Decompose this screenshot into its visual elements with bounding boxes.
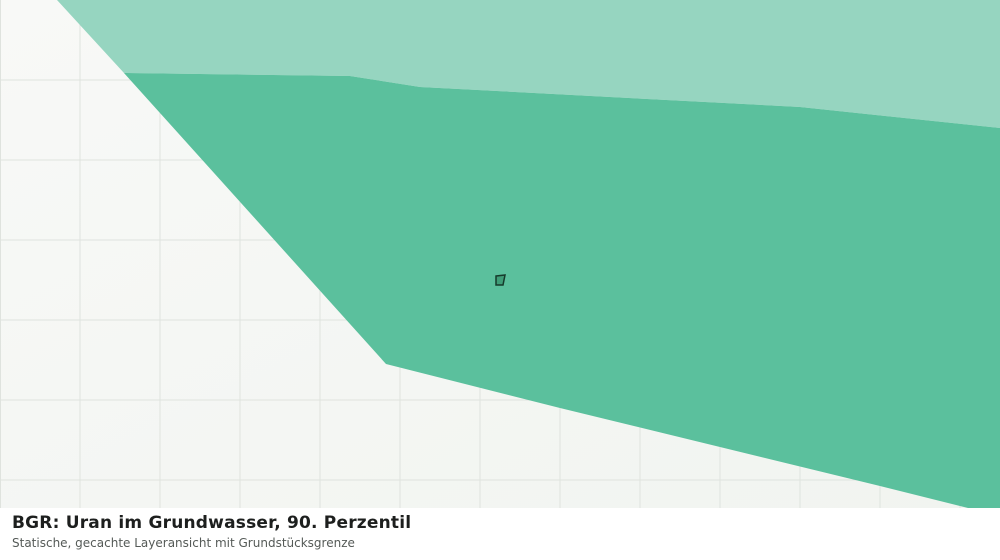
map-subtitle: Statische, gecachte Layeransicht mit Gru…: [12, 536, 355, 550]
map-title: BGR: Uran im Grundwasser, 90. Perzentil: [12, 513, 412, 533]
parcel-boundary: [495, 274, 506, 286]
zone-light: [57, 0, 1000, 128]
map: [0, 0, 1000, 508]
zone-dark: [124, 73, 1000, 508]
